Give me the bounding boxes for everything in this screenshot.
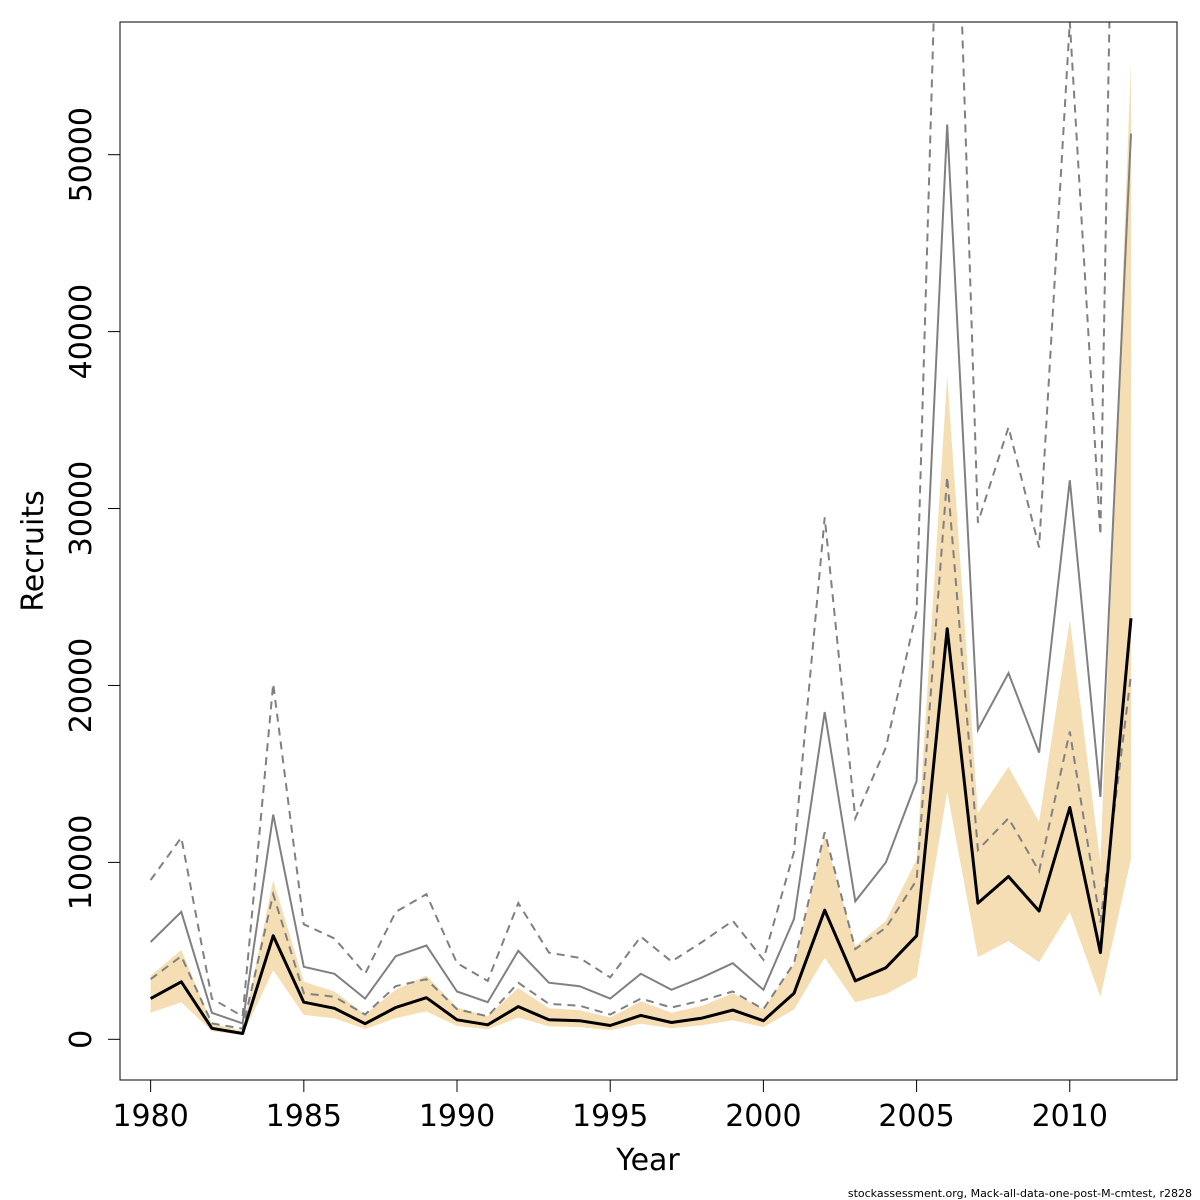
x-axis-title: Year — [615, 1143, 680, 1178]
x-tick-label: 1980 — [112, 1099, 188, 1134]
x-tick-label: 2005 — [878, 1099, 954, 1134]
y-tick-label: 30000 — [64, 461, 99, 556]
comparison-line — [149, 124, 1132, 1025]
x-tick-label: 1990 — [419, 1099, 495, 1134]
comparison-lower-line — [150, 476, 1132, 1030]
confidence-band — [150, 62, 1132, 1035]
y-tick-label: 0 — [64, 1030, 99, 1049]
y-tick-label: 40000 — [64, 284, 99, 379]
x-tick-label: 1995 — [572, 1099, 648, 1134]
x-tick-label: 1985 — [266, 1099, 342, 1134]
y-tick-label: 10000 — [64, 815, 99, 910]
y-tick-label: 50000 — [64, 107, 99, 202]
y-axis-title: Recruits — [16, 490, 51, 612]
x-tick-label: 2000 — [725, 1099, 801, 1134]
x-tick-label: 2010 — [1032, 1099, 1108, 1134]
footer-caption: stockassessment.org, Mack-all-data-one-p… — [848, 1187, 1192, 1200]
estimate-line — [149, 618, 1133, 1035]
comparison-upper-line — [149, 22, 1111, 1018]
y-tick-label: 20000 — [64, 638, 99, 733]
